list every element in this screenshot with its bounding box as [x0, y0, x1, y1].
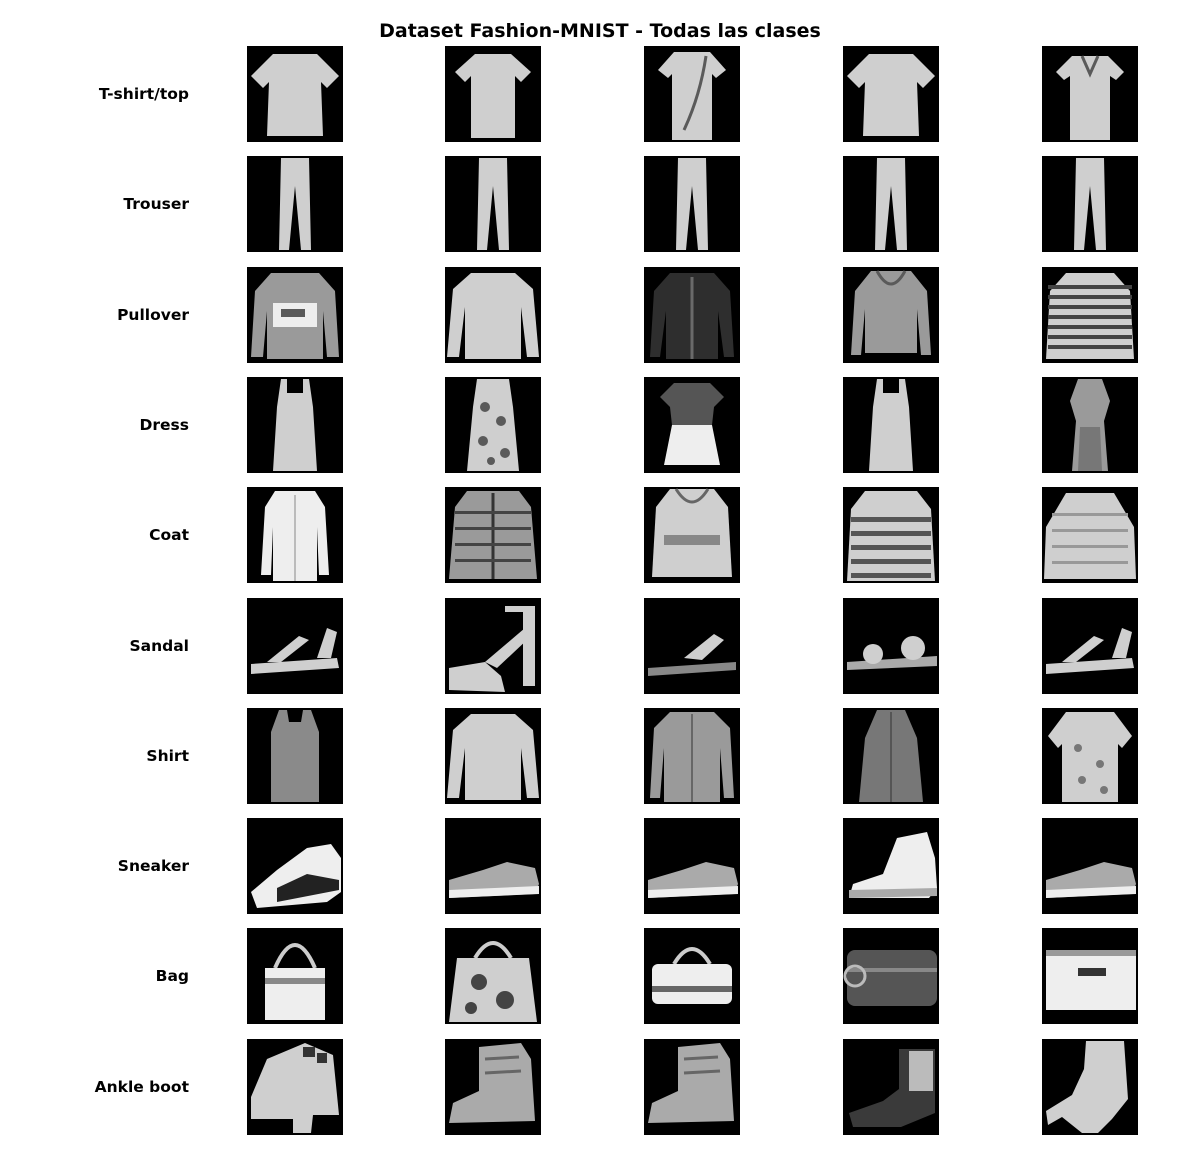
sample-image: [843, 46, 939, 142]
sample-image: [843, 377, 939, 473]
sample-image: [1042, 708, 1138, 804]
class-label: Coat: [149, 526, 189, 545]
sample-image: [247, 1039, 343, 1135]
sample-image: [843, 487, 939, 583]
sample-image: [247, 156, 343, 252]
sample-image: [247, 818, 343, 914]
sample-image: [1042, 156, 1138, 252]
sample-image: [247, 487, 343, 583]
sample-image: [247, 267, 343, 363]
sample-image: [644, 708, 740, 804]
sample-image: [843, 267, 939, 363]
class-label: Sandal: [129, 636, 189, 655]
sample-image: [843, 928, 939, 1024]
sample-image: [445, 708, 541, 804]
sample-image: [843, 818, 939, 914]
class-label: Sneaker: [117, 857, 189, 876]
sample-image: [247, 377, 343, 473]
class-label: Shirt: [146, 746, 189, 765]
sample-image: [644, 156, 740, 252]
sample-image: [644, 487, 740, 583]
sample-image: [1042, 487, 1138, 583]
class-label: T-shirt/top: [98, 85, 189, 103]
sample-image: [445, 818, 541, 914]
sample-image: [445, 377, 541, 473]
sample-image: [644, 928, 740, 1024]
sample-image: [1042, 928, 1138, 1024]
sample-image: [445, 598, 541, 694]
class-label: Pullover: [117, 305, 189, 324]
sample-image: [644, 377, 740, 473]
sample-image: [1042, 46, 1138, 142]
sample-image: [1042, 377, 1138, 473]
sample-image: [247, 928, 343, 1024]
class-label: Ankle boot: [94, 1077, 189, 1096]
sample-image: [644, 598, 740, 694]
sample-image: [843, 1039, 939, 1135]
sample-image: [644, 267, 740, 363]
sample-image: [1042, 1039, 1138, 1135]
class-label: Trouser: [123, 195, 189, 214]
sample-image: [247, 46, 343, 142]
sample-image: [1042, 598, 1138, 694]
sample-image: [843, 708, 939, 804]
sample-image: [644, 818, 740, 914]
sample-image: [247, 598, 343, 694]
sample-image: [843, 156, 939, 252]
class-label: Bag: [155, 967, 189, 986]
sample-image: [445, 46, 541, 142]
sample-image: [1042, 818, 1138, 914]
sample-image: [445, 267, 541, 363]
class-label: Dress: [139, 415, 189, 434]
sample-image: [247, 708, 343, 804]
sample-image: [445, 487, 541, 583]
sample-image: [644, 46, 740, 142]
sample-image: [445, 928, 541, 1024]
sample-image: [843, 598, 939, 694]
figure-title: Dataset Fashion-MNIST - Todas las clases: [379, 20, 821, 42]
sample-image: [1042, 267, 1138, 363]
sample-image: [445, 1039, 541, 1135]
sample-image: [445, 156, 541, 252]
sample-image: [644, 1039, 740, 1135]
